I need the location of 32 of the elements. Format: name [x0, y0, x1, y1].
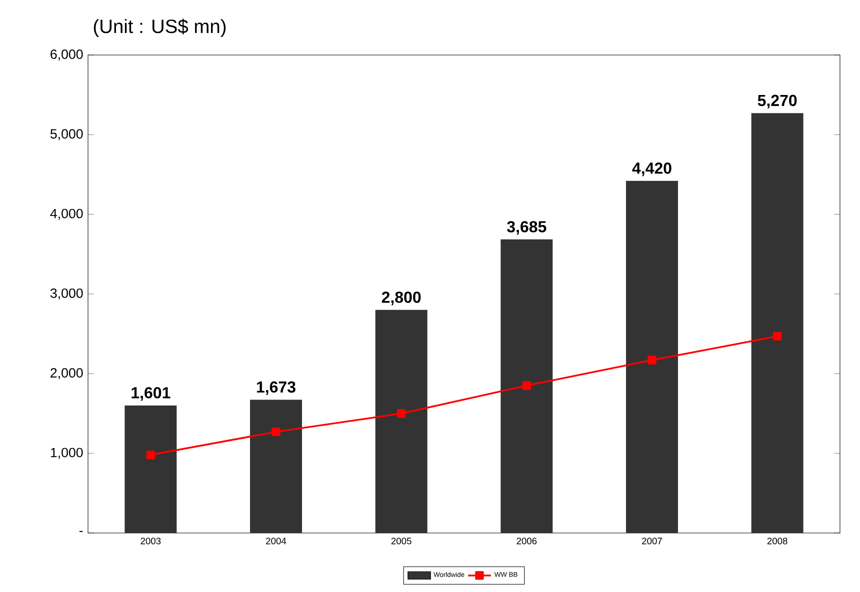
- x-tick-label: 2005: [391, 538, 412, 544]
- data-label: 5,270: [758, 94, 797, 108]
- point: [522, 381, 531, 390]
- point: [146, 450, 156, 460]
- bar: [626, 180, 678, 533]
- chart-title: (Unit : US$ mn): [94, 18, 226, 37]
- x-tick-label: 2006: [516, 538, 537, 544]
- point: [397, 409, 406, 418]
- x-tick-label: 2004: [266, 538, 286, 544]
- bar: [375, 310, 428, 533]
- data-label: 3,685: [507, 221, 546, 235]
- point: [772, 332, 782, 341]
- y-tick-label: 1,000: [50, 448, 83, 459]
- data-label: 1,601: [132, 387, 170, 401]
- data-label: 2,800: [382, 292, 421, 306]
- y-tick-label: 6,000: [50, 49, 83, 61]
- data-label: 1,673: [256, 381, 296, 395]
- y-tick-label: 3,000: [50, 288, 83, 300]
- y-tick-label: 5,000: [50, 129, 83, 140]
- data-label: 4,420: [632, 162, 672, 176]
- y-tick-label: -: [79, 530, 83, 532]
- x-tick-label: 2003: [140, 538, 161, 544]
- y-tick-label: 4,000: [50, 208, 83, 220]
- bar: [751, 113, 804, 533]
- bar: [500, 239, 553, 533]
- y-tick-label: 2,000: [50, 368, 83, 380]
- point: [648, 356, 656, 364]
- point: [272, 427, 280, 436]
- x-tick-label: 2007: [642, 538, 662, 544]
- x-tick-label: 2008: [767, 538, 788, 544]
- bar: [250, 400, 302, 533]
- bar: [124, 405, 177, 533]
